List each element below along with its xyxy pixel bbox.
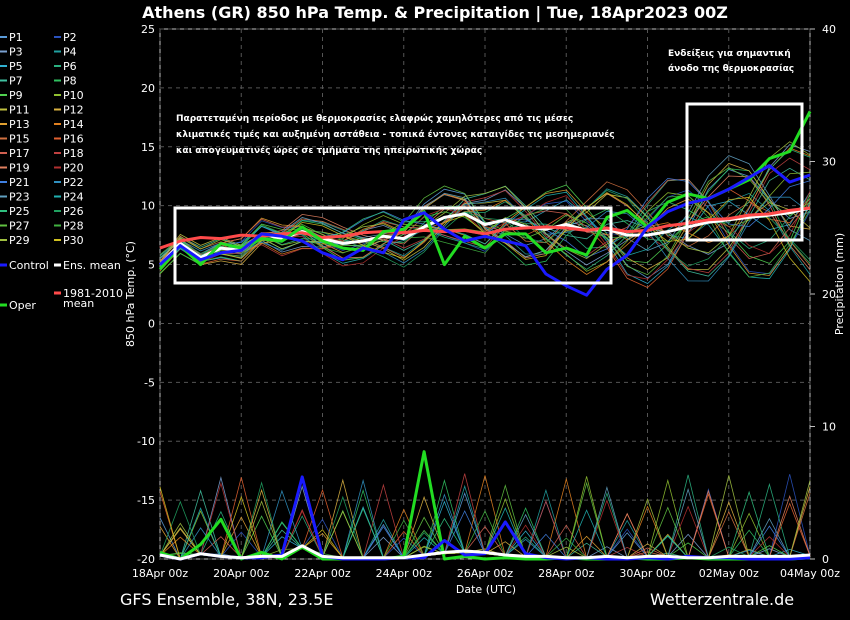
legend-item: P19 <box>9 162 30 175</box>
legend-item: P10 <box>63 89 84 102</box>
legend-item: P21 <box>9 176 30 189</box>
annotation-1-line-2: κλιματικές τιμές και αυξημένη αστάθεια -… <box>176 129 615 140</box>
y-tick-label: 15 <box>141 141 155 154</box>
temperature-line-p25 <box>159 148 811 270</box>
annotation-1-line-1: Παρατεταμένη περίοδος με θερμοκρασίες ελ… <box>176 113 573 124</box>
legend-item: P13 <box>9 118 30 131</box>
y-tick-label: 10 <box>141 200 155 213</box>
y-tick-label: -15 <box>137 494 155 507</box>
footer-model-info: GFS Ensemble, 38N, 23.5E <box>120 590 334 609</box>
legend-item: P23 <box>9 191 30 204</box>
main-series <box>158 110 812 561</box>
annotation-2-line-2: άνοδο της θερμοκρασίας <box>668 63 794 74</box>
legend-item: P26 <box>63 205 84 218</box>
y-tick-label: 25 <box>141 23 155 36</box>
y-tick-label: -5 <box>144 376 155 389</box>
legend-control: Control <box>9 259 49 272</box>
legend-item: P2 <box>63 31 77 44</box>
legend-item: P11 <box>9 104 30 117</box>
precip-line-ens-mean <box>159 544 811 561</box>
y2-axis-label: Precipitation (mm) <box>833 233 846 335</box>
legend-item: P25 <box>9 205 30 218</box>
legend-item: P30 <box>63 234 84 247</box>
legend-item: P9 <box>9 89 23 102</box>
legend-item: P20 <box>63 162 84 175</box>
legend-climate-mean-line-2: mean <box>63 297 94 310</box>
annotation-boxes: Παρατεταμένη περίοδος με θερμοκρασίες ελ… <box>173 48 804 285</box>
legend-item: P15 <box>9 133 30 146</box>
y-tick-label: 5 <box>148 259 155 272</box>
temperature-line-p18 <box>159 157 811 274</box>
y-tick-label: -10 <box>137 435 155 448</box>
x-axis-label: Date (UTC) <box>456 583 516 596</box>
annotation-box-2 <box>685 102 804 242</box>
x-tick-label: 26Apr 00z <box>457 567 514 580</box>
legend-item: P22 <box>63 176 84 189</box>
legend-item: P1 <box>9 31 23 44</box>
y2-tick-label: 10 <box>822 421 836 434</box>
annotation-box-1 <box>173 206 613 285</box>
legend-item: P6 <box>63 60 77 73</box>
legend-item: P29 <box>9 234 30 247</box>
x-tick-label: 20Apr 00z <box>213 567 270 580</box>
annotation-2-line-1: Ενδείξεις για σημαντική <box>668 48 791 59</box>
legend-item: P17 <box>9 147 30 160</box>
legend-item: P28 <box>63 220 84 233</box>
legend-item: P27 <box>9 220 30 233</box>
y-tick-label: 0 <box>148 317 155 330</box>
legend-item: P8 <box>63 75 77 88</box>
legend-item: P18 <box>63 147 84 160</box>
footer-source: Wetterzentrale.de <box>650 590 795 609</box>
legend-climate-mean: 1981-2010 <box>63 287 123 300</box>
legend-item: P24 <box>63 191 84 204</box>
temperature-line-oper <box>158 110 812 271</box>
legend-item: P7 <box>9 75 23 88</box>
x-tick-label: 22Apr 00z <box>294 567 351 580</box>
temperature-line-p19 <box>159 175 811 270</box>
x-tick-label: 30Apr 00z <box>619 567 676 580</box>
x-tick-label: 18Apr 00z <box>132 567 189 580</box>
y-axis-label: 850 hPa Temp. (°C) <box>124 241 137 347</box>
grid <box>159 28 811 560</box>
legend-item: P12 <box>63 104 84 117</box>
y2-tick-label: 0 <box>822 553 829 566</box>
x-tick-label: 04May 00z <box>780 567 840 580</box>
y2-tick-label: 20 <box>822 288 836 301</box>
temperature-line-p28 <box>159 194 811 278</box>
legend-item: P5 <box>9 60 23 73</box>
y-tick-label: -20 <box>137 553 155 566</box>
y2-tick-label: 30 <box>822 156 836 169</box>
temperature-line-p29 <box>159 141 811 262</box>
legend-item: P3 <box>9 46 23 59</box>
temperature-line-p22 <box>159 196 811 282</box>
axes: 25 20 15 10 5 0 -5 -10 -15 -20 40 30 20 10 0 18Apr 00z 2… <box>132 23 840 580</box>
x-tick-label: 24Apr 00z <box>376 567 433 580</box>
legend-item: P16 <box>63 133 84 146</box>
chart-title: Athens (GR) 850 hPa Temp. & Precipitatio… <box>142 3 728 23</box>
legend-item: P14 <box>63 118 84 131</box>
y-tick-label: 20 <box>141 82 155 95</box>
x-tick-label: 28Apr 00z <box>538 567 595 580</box>
legend-item: P4 <box>63 46 77 59</box>
legend-oper: Oper <box>9 299 36 312</box>
x-tick-label: 02May 00z <box>699 567 759 580</box>
legend-ens-mean: Ens. mean <box>63 259 121 272</box>
annotation-1-line-3: και απογευματινές ώρες σε τμήματα της ηπ… <box>176 145 482 156</box>
temperature-line-control <box>158 164 811 297</box>
y2-tick-label: 40 <box>822 23 836 36</box>
